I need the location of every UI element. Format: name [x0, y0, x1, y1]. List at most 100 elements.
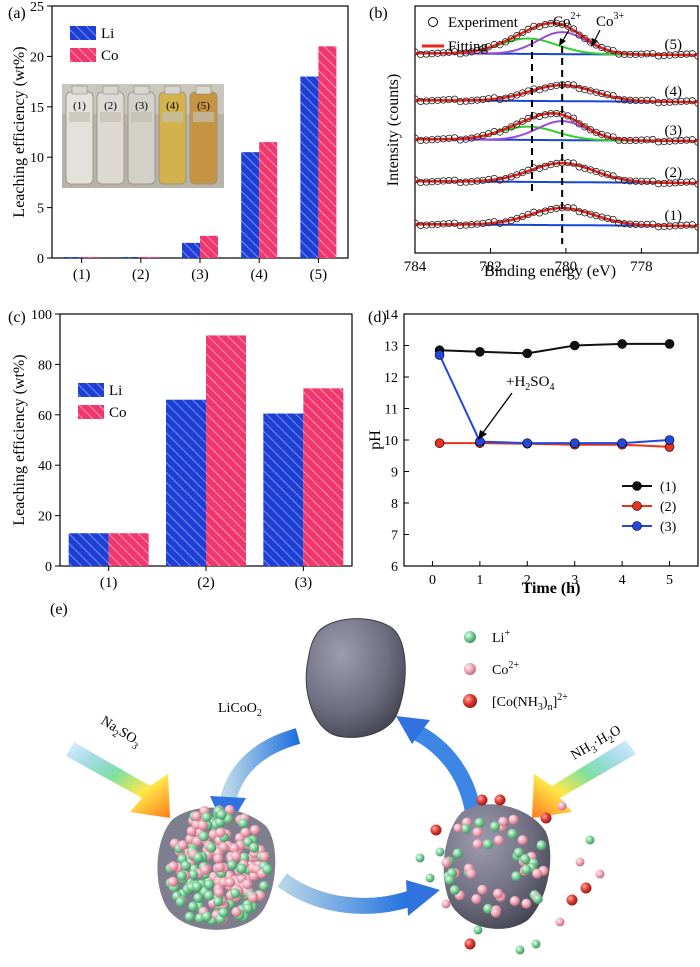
- experiment-point: [513, 120, 521, 128]
- ion-ball: [238, 818, 249, 829]
- label-na2so3: Na2SO3: [96, 714, 143, 753]
- experiment-point: [632, 96, 640, 105]
- experiment-point: [467, 134, 476, 142]
- legend-label-e-1: Li+: [492, 628, 510, 646]
- experiment-point: [637, 96, 646, 105]
- y-tick-label-d: 8: [391, 497, 398, 512]
- experiment-point: [462, 135, 470, 143]
- y-tick-label-c: 80: [38, 358, 52, 373]
- curve-label-2: (2): [665, 165, 683, 181]
- bar-c-li-1: [68, 533, 109, 566]
- y-tick-label-a: 15: [30, 101, 44, 116]
- ion-ball: [509, 896, 520, 906]
- experiment-point: [462, 178, 470, 186]
- ion-ball: [441, 857, 452, 868]
- experiment-point: [660, 179, 668, 188]
- x-tick-label-d: 1: [476, 573, 483, 588]
- experiment-point: [643, 136, 651, 144]
- point-series-1: [475, 346, 485, 357]
- experiment-point: [552, 81, 561, 89]
- legend-marker-2: [632, 501, 642, 511]
- experiment-point: [637, 136, 646, 144]
- experiment-point: [569, 25, 578, 33]
- experiment-point: [552, 109, 561, 118]
- experiment-point: [552, 204, 561, 212]
- ion-ball: [186, 826, 197, 837]
- experiment-point: [439, 96, 447, 104]
- ion-ball: [201, 812, 212, 823]
- x-tick-label-c: (2): [197, 575, 215, 591]
- panel-label-d: (d): [368, 309, 387, 326]
- experiment-point: [530, 164, 538, 172]
- annotation-h2so4: +H2SO4: [478, 374, 554, 440]
- x-tick-label-d: 2: [524, 573, 531, 588]
- experiment-point: [615, 219, 623, 227]
- point-series-3: [522, 438, 533, 448]
- ion-ball: [498, 816, 509, 827]
- x-tick-label-d: 0: [429, 573, 436, 588]
- dispersed-ion: [540, 812, 552, 824]
- experiment-point: [632, 220, 640, 228]
- experiment-point: [694, 52, 698, 60]
- cycle-arrow-left: [220, 728, 301, 803]
- legend-label-co-c: Co: [109, 405, 127, 421]
- experiment-point: [666, 51, 674, 59]
- experiment-point: [694, 138, 698, 146]
- legend-label-li-c: Li: [109, 383, 122, 399]
- dispersed-ion: [430, 824, 442, 836]
- experiment-point: [660, 137, 668, 146]
- experiment-point: [467, 48, 476, 56]
- experiment-point: [637, 220, 646, 229]
- legend-swatch-li-a: [70, 26, 96, 40]
- experiment-point: [473, 177, 481, 185]
- experiment-point: [620, 176, 629, 185]
- bar-a-co-4: [259, 142, 278, 258]
- vial-label: (4): [166, 100, 179, 112]
- vial-neck: [133, 85, 150, 95]
- bar-a-co-3: [200, 235, 218, 258]
- point-series-3: [664, 435, 675, 445]
- experiment-point: [434, 135, 442, 143]
- y-axis-label-b: Intensity (counts): [385, 74, 402, 186]
- legend-marker-3: [632, 521, 642, 531]
- experiment-point: [524, 25, 532, 33]
- plot-frame-d: [403, 313, 699, 567]
- ion-ball: [214, 887, 224, 898]
- vial-label: (1): [73, 100, 86, 112]
- experiment-point: [677, 178, 685, 187]
- legend-label-co-a: Co: [101, 48, 119, 64]
- y-tick-label-d: 10: [384, 434, 398, 449]
- ion-ball: [249, 824, 260, 835]
- y-tick-label-d: 7: [391, 529, 398, 544]
- experiment-point: [671, 51, 679, 59]
- experiment-point: [654, 138, 662, 146]
- legend-label-li-a: Li: [101, 26, 114, 42]
- experiment-point: [484, 219, 493, 227]
- ion-ball: [180, 860, 191, 871]
- bar-c-li-3: [263, 413, 304, 566]
- experiment-point: [479, 219, 487, 228]
- experiment-point: [671, 222, 679, 230]
- experiment-point: [541, 111, 549, 119]
- bars-c: [68, 335, 344, 566]
- ion-ball: [452, 848, 463, 859]
- experiment-point: [615, 95, 623, 103]
- experiment-point: [666, 222, 674, 230]
- dispersed-ion: [575, 857, 585, 867]
- experiment-point: [677, 50, 685, 59]
- ion-ball: [444, 874, 455, 885]
- x-tick-label-b: 778: [630, 259, 653, 275]
- experiment-point: [434, 96, 442, 104]
- experiment-point: [547, 82, 555, 91]
- experiment-point: [575, 84, 583, 93]
- experiment-point: [484, 175, 493, 184]
- ion-ball: [474, 817, 485, 828]
- experiment-point: [660, 222, 668, 231]
- ion-ball: [460, 823, 471, 834]
- experiment-point: [456, 136, 464, 144]
- experiment-point: [564, 81, 572, 89]
- ion-ball: [218, 907, 229, 918]
- legend-ball-1: [464, 631, 476, 643]
